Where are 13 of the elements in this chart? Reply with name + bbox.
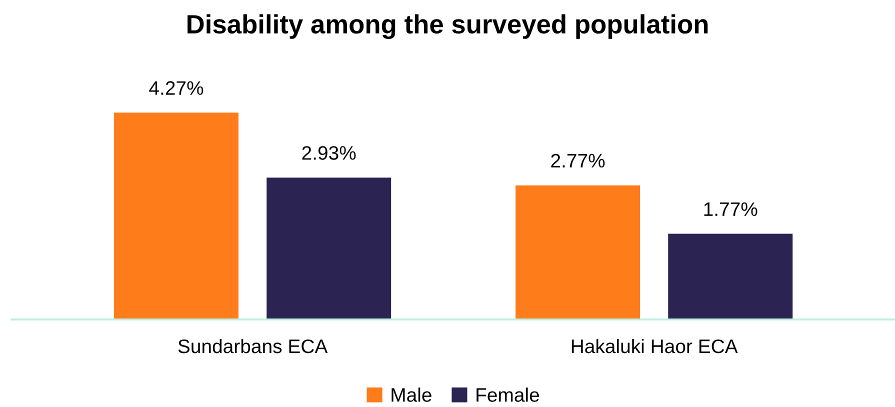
data-label: 2.77%: [551, 154, 605, 168]
x-tick-label: Sundarbans ECA: [178, 338, 328, 354]
bar: [266, 178, 392, 320]
legend-label: Male: [392, 388, 432, 402]
data-label: 2.93%: [302, 146, 356, 160]
legend-label: Female: [476, 388, 539, 402]
x-tick-label: Hakaluki Haor ECA: [572, 338, 738, 354]
data-label: 1.77%: [704, 202, 758, 216]
data-label: 4.27%: [149, 81, 204, 95]
bar: [668, 234, 793, 320]
chart-title: Disability among the surveyed population: [188, 14, 708, 39]
bar: [516, 185, 640, 320]
bar: [114, 112, 238, 320]
